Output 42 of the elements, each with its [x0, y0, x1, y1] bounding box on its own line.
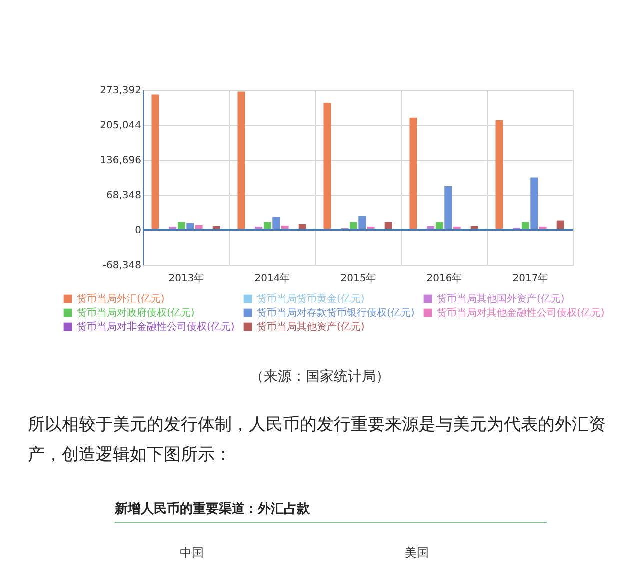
legend-label: 货币当局外汇(亿元): [77, 293, 165, 305]
y-tick-label: -68,348: [102, 260, 142, 272]
x-tick-label: 2015年: [340, 272, 376, 284]
y-tick-label: 273,392: [100, 86, 142, 96]
bar: [324, 103, 332, 230]
legend-label: 货币当局其他国外资产(亿元): [437, 293, 565, 305]
y-tick-label: 68,348: [106, 190, 142, 202]
bar: [264, 222, 272, 230]
bar: [152, 94, 160, 230]
text: 美国: [405, 545, 429, 562]
x-tick-label: 2016年: [426, 272, 462, 284]
x-tick-label: 2013年: [168, 272, 204, 284]
bar: [436, 222, 444, 230]
legend-label: 货币当局对存款货币银行债权(亿元): [257, 307, 415, 319]
y-tick-label: 136,696: [100, 156, 142, 166]
y-tick-label: 205,044: [100, 120, 142, 132]
legend-label: 货币当局对其他金融性公司债权(亿元): [437, 307, 605, 319]
legend-label: 货币当局货币黄金(亿元): [257, 293, 365, 305]
y-tick-label: 0: [135, 226, 142, 236]
bar: [410, 118, 418, 230]
bar: [358, 216, 366, 230]
bar: [238, 92, 246, 230]
bar: [444, 186, 452, 230]
text: 新增人民币的重要渠道：外汇占款: [115, 500, 310, 518]
bar: [186, 223, 194, 230]
bar: [272, 217, 280, 230]
bar: [530, 178, 538, 230]
text: 中国: [180, 545, 204, 562]
bar: [350, 222, 358, 230]
bar: [556, 220, 564, 230]
bar: [178, 222, 186, 230]
bar: [522, 222, 530, 230]
bar: [384, 222, 392, 230]
text: 所以相较于美元的发行体制，人民币的发行重要来源是与美元为代表的外汇资产，创造逻辑如下图所示：: [28, 414, 607, 467]
text: （来源：国家统计局）: [249, 368, 391, 386]
legend-label: 货币当局其他资产(亿元): [257, 321, 365, 333]
bar: [298, 224, 306, 230]
x-tick-label: 2017年: [512, 272, 548, 284]
x-tick-label: 2014年: [254, 272, 290, 284]
bar: [496, 120, 504, 230]
legend-label: 货币当局对非金融性公司债权(亿元): [77, 321, 235, 333]
legend-label: 货币当局对政府债权(亿元): [77, 307, 195, 319]
